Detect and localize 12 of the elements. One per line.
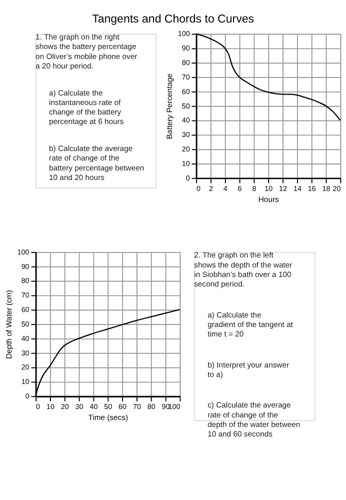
y-axis-title: Depth of Water (cm) bbox=[4, 290, 14, 359]
text: b) Calculate the average rate of change of the battery percentage between 10 and 20 hours bbox=[49, 144, 144, 182]
text: a) Calculate the instantaneous rate of change of the battery percentage at 6 hours bbox=[49, 88, 124, 126]
text: c) Calculate the average rate of change of the depth of the water between 10 and 60 seconds bbox=[208, 400, 300, 438]
text: 1. The graph on the right shows the battery percentage on Oliver’s mobile phone over a 20 hour period. bbox=[36, 32, 138, 70]
x-axis-title: Time (secs) bbox=[88, 413, 128, 422]
chart-title: Tangents and Chords to Curves bbox=[92, 14, 254, 26]
text: 2. The graph on the left shows the depth of the water in Siobhan’s bath over a 100 second period. bbox=[194, 250, 293, 289]
text: a) Calculate the gradient of the tangent at time t = 20 bbox=[208, 310, 294, 339]
y-axis-title: Battery Percentage bbox=[165, 74, 174, 140]
text: b) Interpret your answer to a) bbox=[208, 360, 290, 379]
x-axis-title: Hours bbox=[258, 194, 280, 204]
